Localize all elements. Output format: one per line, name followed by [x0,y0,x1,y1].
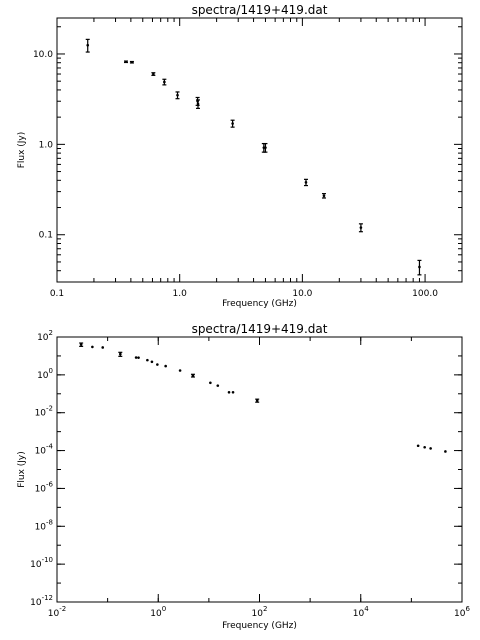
y-axis-label: Flux (Jy) [17,451,27,488]
x-tick-base: 10 [252,609,264,619]
y-tick-base: 10 [35,409,47,419]
y-tick-exponent: 0 [49,367,53,375]
x-tick-exponent: 4 [364,605,369,613]
data-point [163,80,166,84]
y-tick-label: 0.1 [39,231,53,241]
data-point [423,445,426,449]
chart-1: spectra/1419+419.dat Frequency (GHz) Flux … [17,3,463,309]
x-tick-label: 10.0 [292,289,312,299]
plot-frame [56,17,463,283]
data-point [227,390,231,394]
data-point [134,356,138,359]
x-tick-exponent: -2 [59,605,66,613]
x-tick-label: 100.0 [412,289,438,299]
y-tick-base: 10 [35,447,47,457]
y-tick-label: 10-12 [30,594,53,608]
y-tick-exponent: -12 [42,594,53,602]
data-point [146,358,149,362]
y-tick-exponent: -6 [46,480,54,488]
chart-title: spectra/1419+419.dat [192,322,328,336]
data-point [137,356,140,359]
chart-title: spectra/1419+419.dat [192,3,328,17]
x-tick-base: 10 [48,609,60,619]
x-axis-label: Frequency (GHz) [222,299,297,309]
x-tick-exponent: 2 [263,605,267,613]
data-point [156,363,159,366]
y-tick-label: 100 [37,367,53,381]
x-tick-label: 100 [150,605,166,619]
x-tick-exponent: 6 [465,605,470,613]
y-tick-exponent: -10 [42,556,53,564]
y-tick-label: 10.0 [33,50,53,60]
y-tick-label: 1.0 [39,140,54,150]
x-tick-label: 0.1 [50,289,64,299]
x-tick-base: 10 [353,609,365,619]
data-point [429,447,432,450]
chart-2: spectra/1419+419.dat Frequency (GHz) Flux … [17,322,470,631]
data-point [164,364,167,368]
y-tick-base: 10 [37,371,49,381]
y-tick-label: 10-10 [30,556,53,570]
data-point [216,384,220,387]
data-point [231,122,234,125]
y-tick-exponent: -8 [46,518,53,526]
data-point [130,60,134,64]
data-point [152,72,155,76]
data-point [264,146,267,149]
y-tick-exponent: -4 [46,443,54,451]
data-point [191,374,195,377]
y-tick-base: 10 [35,522,47,532]
y-tick-base: 10 [30,598,42,608]
y-tick-base: 10 [30,560,42,570]
data-point [416,444,420,448]
x-tick-base: 10 [150,609,162,619]
data-point [124,60,128,64]
data-point [178,369,182,372]
data-point [150,360,154,364]
data-point [209,381,212,385]
data-point [176,93,179,97]
data-point [91,345,94,349]
data-point [231,390,235,394]
data-point [86,43,90,47]
x-tick-exponent: 0 [162,605,166,613]
y-tick-label: 10-2 [35,405,53,419]
y-tick-base: 10 [37,333,49,343]
x-tick-label: 104 [353,605,369,619]
plot-frame [56,336,463,603]
data-point [255,399,259,402]
y-tick-base: 10 [35,484,47,494]
x-tick-label: 106 [454,605,470,619]
y-tick-label: 10-4 [35,443,54,457]
y-tick-label: 10-6 [35,480,54,494]
data-point [304,181,308,184]
y-tick-exponent: -2 [46,405,53,413]
y-tick-label: 10-8 [35,518,53,532]
data-point [119,352,122,356]
x-tick-label: 1.0 [173,289,188,299]
x-tick-label: 10-2 [48,605,66,619]
data-point [418,265,421,269]
x-axis-label: Frequency (GHz) [222,621,297,631]
data-point [444,450,447,453]
data-point [196,102,200,106]
data-point [359,226,363,229]
y-axis-label: Flux (Jy) [17,132,27,169]
y-tick-label: 102 [37,329,53,343]
data-point [101,346,105,349]
data-point [79,343,83,346]
y-tick-exponent: 2 [49,329,53,337]
x-tick-label: 102 [252,605,268,619]
data-point [322,194,326,198]
x-tick-base: 10 [454,609,466,619]
